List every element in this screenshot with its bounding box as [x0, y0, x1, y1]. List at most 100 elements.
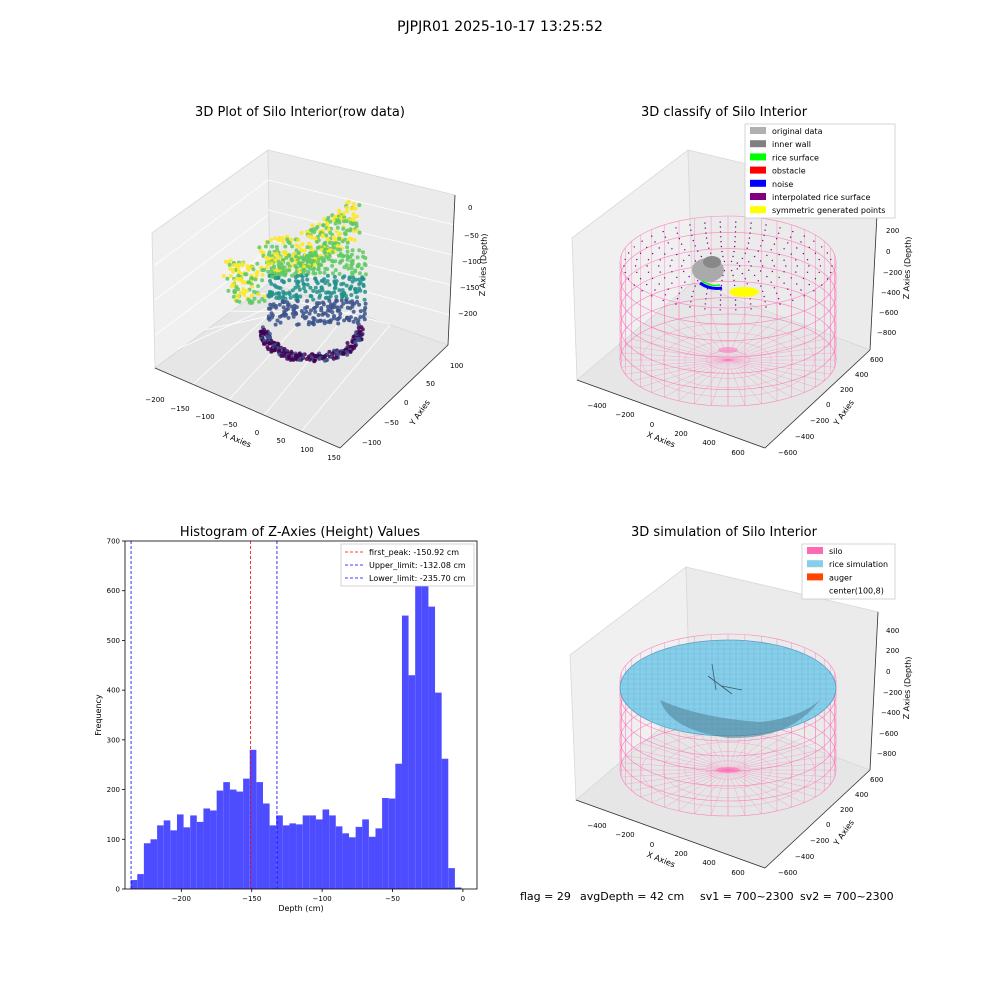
interpolated-point	[733, 245, 736, 248]
legend-swatch	[750, 140, 766, 148]
simulation-x-tick: −400	[587, 822, 606, 830]
raw-point	[339, 282, 344, 287]
interpolated-point	[688, 275, 690, 278]
raw-point	[323, 296, 328, 300]
interpolated-point	[641, 240, 643, 242]
interpolated-point	[659, 271, 661, 273]
interpolated-point	[819, 265, 822, 267]
interpolated-point	[773, 243, 776, 245]
interpolated-point	[734, 241, 736, 243]
interpolated-point	[785, 265, 787, 267]
interpolated-point	[676, 253, 678, 256]
raw-point	[261, 341, 266, 346]
interpolated-point	[744, 278, 746, 280]
interpolated-point	[736, 262, 738, 264]
raw-point	[274, 291, 279, 296]
raw-point	[278, 286, 283, 291]
interpolated-point	[688, 254, 690, 257]
histogram-y-tick-label: 300	[107, 736, 120, 744]
simulation-silo-center	[716, 767, 740, 773]
interpolated-point	[750, 308, 752, 310]
raw-point	[333, 221, 338, 226]
interpolated-point	[783, 271, 785, 273]
interpolated-point	[646, 265, 648, 267]
raw-point	[306, 322, 311, 327]
silo-floor-spoke	[640, 742, 729, 771]
raw-point	[267, 317, 272, 322]
raw-point	[339, 304, 344, 309]
histogram-legend: first_peak: -150.92 cm Upper_limit: -132.…	[340, 543, 475, 587]
raw-point	[250, 284, 255, 289]
interpolated-point	[792, 299, 794, 302]
interpolated-point	[818, 258, 820, 261]
histogram-y-tick-label: 600	[107, 587, 120, 595]
raw-point	[280, 295, 285, 300]
silo-floor-spoke	[694, 316, 729, 361]
raw-point	[295, 299, 300, 304]
histogram-frame	[124, 540, 478, 890]
raw-point	[311, 297, 316, 302]
raw-point	[315, 319, 320, 324]
raw-point	[328, 219, 333, 224]
interpolated-point	[720, 245, 723, 248]
raw-point	[363, 263, 368, 268]
silo-floor-spoke	[727, 338, 825, 361]
legend-label: symmetric generated points	[772, 206, 885, 215]
silo-floor-spoke	[727, 769, 816, 798]
interpolated-point	[658, 265, 660, 267]
histogram-x-tick-label: 0	[461, 895, 465, 903]
histogram-y-tick-label: 0	[116, 886, 120, 894]
interpolated-point	[753, 274, 756, 277]
simulation-z-axis-line	[869, 611, 879, 771]
interpolated-point	[720, 236, 722, 238]
raw-point	[285, 268, 290, 273]
panel-histogram[interactable]: Histogram of Z-Axies (Height) Values −20…	[94, 525, 478, 913]
interpolated-point	[697, 250, 699, 252]
interpolated-point	[654, 289, 656, 291]
raw-point	[279, 354, 284, 358]
interpolated-point	[765, 224, 767, 226]
raw-point	[301, 270, 306, 275]
silo-floor-spoke	[664, 769, 729, 808]
raw-point	[331, 271, 335, 276]
raw-y-tick: −50	[384, 419, 399, 427]
interpolated-point	[790, 277, 792, 279]
raw-point	[305, 245, 310, 250]
raw-point	[357, 230, 362, 235]
interpolated-point	[627, 278, 630, 280]
interpolated-point	[778, 253, 780, 256]
silo-floor-spoke	[631, 769, 729, 792]
silo-floor-spoke	[727, 728, 778, 771]
raw-point	[337, 288, 342, 293]
interpolated-point	[826, 278, 829, 280]
raw-point	[357, 203, 362, 208]
raw-point	[320, 288, 325, 293]
histogram-y-tick-label: 700	[107, 538, 120, 546]
simulation-z-ticks: 400 200 0 −200 −400 −600 −800	[877, 627, 902, 758]
histogram-bar	[309, 815, 316, 889]
raw-point	[282, 354, 287, 358]
panel-classify-3d[interactable]: 3D classify of Silo Interior −400 −200 0…	[571, 105, 913, 457]
interpolated-point	[757, 250, 759, 252]
histogram-x-tick-label: −150	[242, 895, 261, 903]
raw-point	[221, 273, 226, 278]
raw-point	[316, 263, 321, 268]
silo-floor-spoke	[678, 359, 729, 402]
raw-point	[341, 275, 345, 280]
interpolated-point	[664, 253, 666, 255]
panel-raw-3d[interactable]: 3D Plot of Silo Interior(row data) −200	[145, 105, 489, 462]
simulation-x-axis-label: X Axies	[646, 850, 677, 869]
legend-swatch	[750, 166, 766, 174]
silo-floor-spoke	[727, 345, 831, 361]
silo-floor-spoke	[664, 322, 729, 361]
raw-point	[317, 356, 322, 361]
interpolated-point	[676, 298, 679, 300]
panel-simulation-3d[interactable]: 3D simulation of Silo Interior −400 −200…	[569, 525, 913, 877]
interpolated-point	[721, 279, 723, 282]
interpolated-point	[760, 245, 762, 247]
interpolated-point	[830, 271, 832, 274]
raw-point	[231, 269, 236, 274]
classify-y-tick: 600	[870, 356, 883, 364]
raw-point	[342, 265, 347, 270]
histogram-bar	[355, 826, 363, 889]
